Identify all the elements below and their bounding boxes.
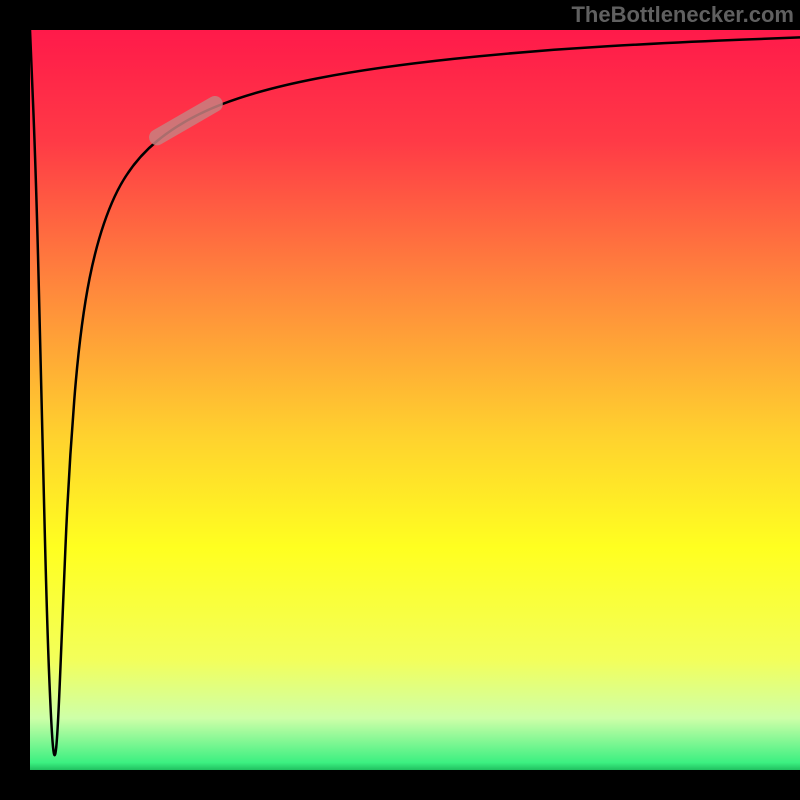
attribution-text: TheBottlenecker.com: [571, 2, 794, 28]
plot-area: [30, 30, 800, 770]
chart-root: TheBottlenecker.com: [0, 0, 800, 800]
curve-layer: [30, 30, 800, 770]
bottleneck-curve: [30, 30, 800, 755]
highlight-segment: [157, 104, 215, 137]
